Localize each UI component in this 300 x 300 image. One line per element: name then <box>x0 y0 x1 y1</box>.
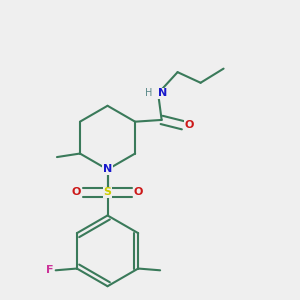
Text: S: S <box>103 188 112 197</box>
Text: O: O <box>72 188 81 197</box>
Text: O: O <box>134 188 143 197</box>
Text: H: H <box>145 88 152 98</box>
Text: F: F <box>46 265 53 275</box>
Text: N: N <box>158 88 167 98</box>
Text: N: N <box>103 164 112 175</box>
Text: O: O <box>184 120 194 130</box>
Text: N: N <box>103 164 112 175</box>
